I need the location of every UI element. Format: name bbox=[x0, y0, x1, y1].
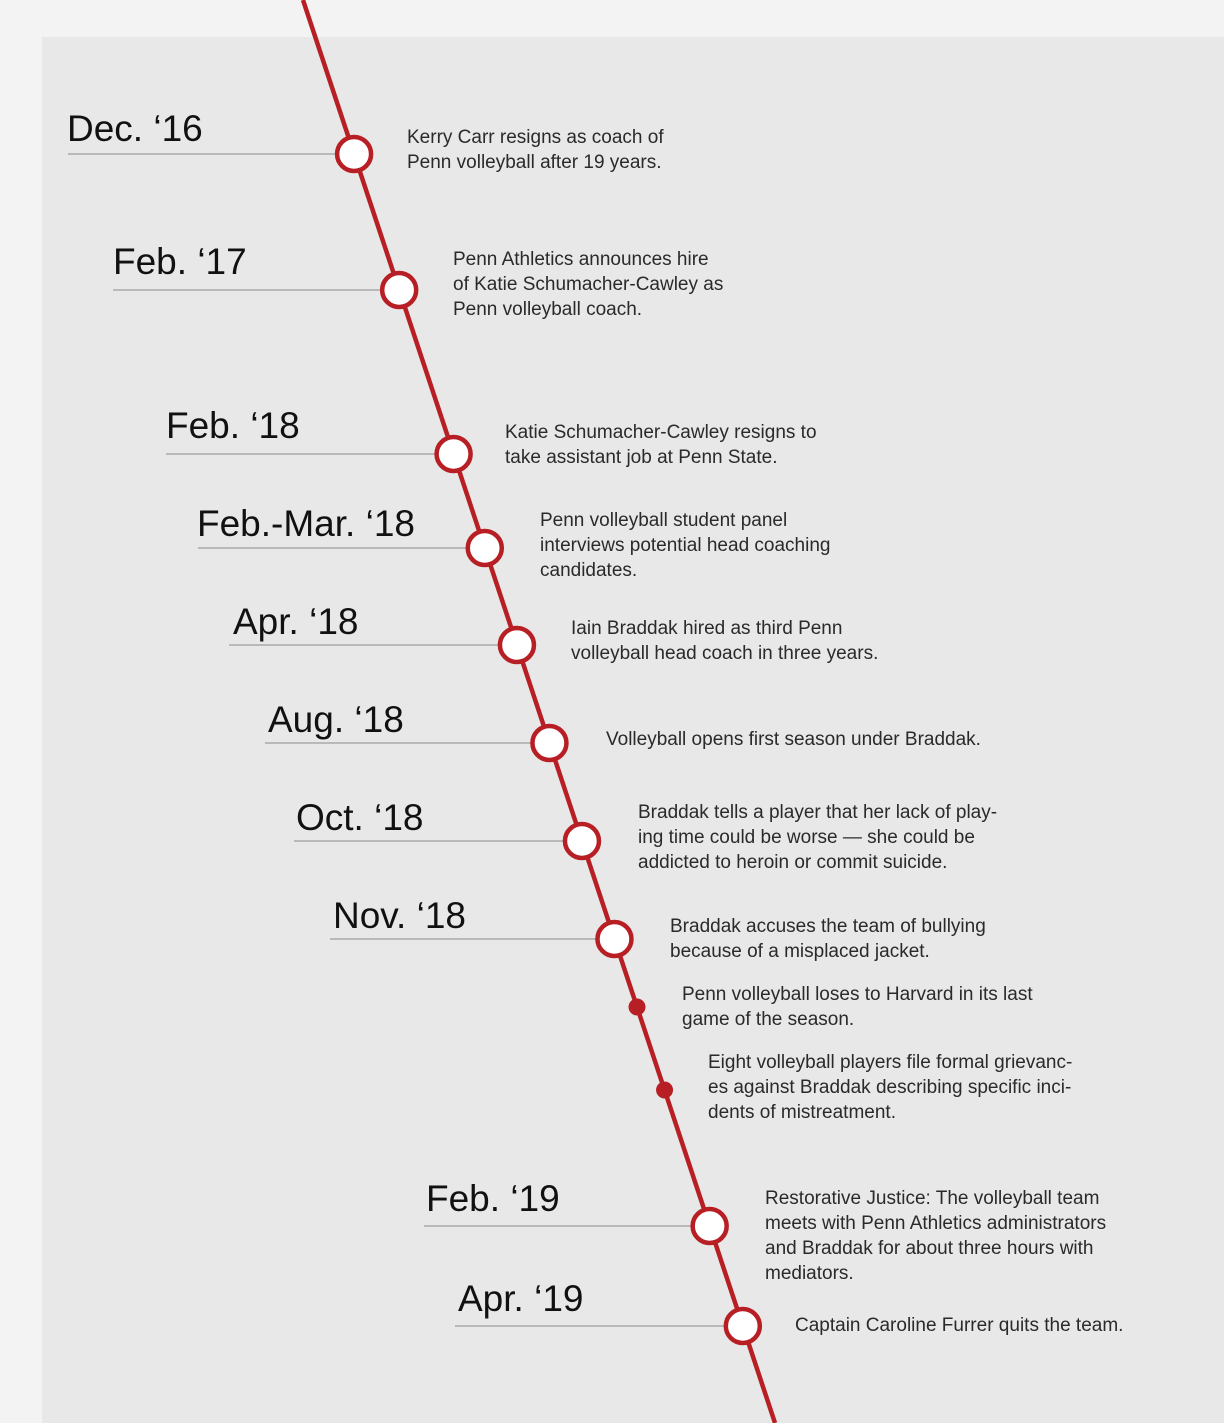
event-description: Braddak accuses the team of bullying bec… bbox=[670, 916, 986, 962]
event-ring-marker bbox=[434, 434, 473, 474]
event-dot-marker bbox=[656, 1081, 674, 1099]
event-description: Penn volleyball student panel interviews… bbox=[540, 510, 831, 581]
event-ring-marker bbox=[497, 625, 537, 665]
event-description: Kerry Carr resigns as coach of Penn voll… bbox=[407, 127, 664, 173]
event-ring-marker bbox=[465, 528, 505, 568]
event-description: Restorative Justice: The volleyball team… bbox=[765, 1188, 1107, 1284]
event-ring-marker bbox=[334, 134, 374, 174]
event-date-label: Apr. ‘18 bbox=[233, 601, 359, 642]
event-description: Iain Braddak hired as third Penn volleyb… bbox=[571, 618, 879, 664]
event-date-label: Apr. ‘19 bbox=[458, 1278, 584, 1319]
event-ring-marker bbox=[595, 919, 634, 959]
event-ring-marker bbox=[723, 1306, 763, 1346]
event-ring-marker bbox=[562, 821, 602, 861]
event-date-label: Feb.-Mar. ‘18 bbox=[197, 503, 415, 544]
event-date-label: Dec. ‘16 bbox=[67, 108, 203, 149]
event-date-label: Feb. ‘17 bbox=[113, 241, 247, 282]
event-date-label: Feb. ‘19 bbox=[426, 1178, 560, 1219]
event-description: Captain Caroline Furrer quits the team. bbox=[795, 1315, 1124, 1336]
event-description: Penn volleyball loses to Harvard in its … bbox=[682, 984, 1033, 1030]
event-date-label: Aug. ‘18 bbox=[268, 699, 404, 740]
timeline-line bbox=[300, 0, 778, 1423]
event-description: Eight volleyball players file formal gri… bbox=[708, 1052, 1073, 1123]
event-description: Braddak tells a player that her lack of … bbox=[638, 802, 998, 873]
timeline-panel bbox=[42, 37, 1224, 1423]
event-description: Volleyball opens first season under Brad… bbox=[606, 729, 981, 750]
event-ring-marker bbox=[690, 1206, 729, 1246]
event-ring-marker bbox=[530, 723, 569, 763]
event-description: Penn Athletics announces hire of Katie S… bbox=[453, 249, 724, 320]
event-date-label: Feb. ‘18 bbox=[166, 405, 300, 446]
event-dot-marker bbox=[628, 998, 646, 1016]
event-date-label: Nov. ‘18 bbox=[333, 895, 466, 936]
event-description: Katie Schumacher-Cawley resigns to take … bbox=[505, 422, 817, 468]
event-date-label: Oct. ‘18 bbox=[296, 797, 424, 838]
event-ring-marker bbox=[379, 270, 419, 310]
